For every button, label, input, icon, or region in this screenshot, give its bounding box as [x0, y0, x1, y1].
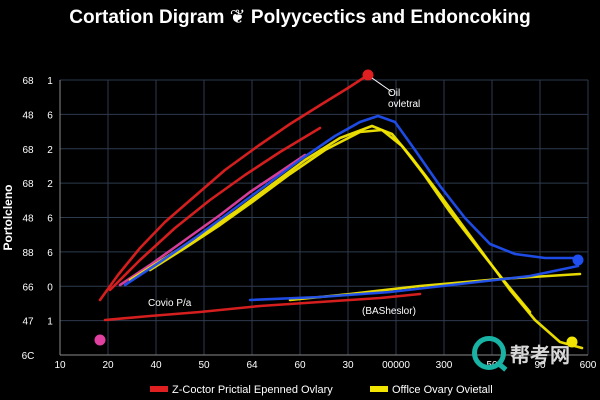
- x-tick-label: 60: [294, 360, 306, 371]
- x-tick-label: 90: [534, 360, 546, 371]
- legend-label-1: Offlce Ovary Ovietall: [392, 384, 493, 396]
- marker-layer: [94, 69, 584, 348]
- label-layer: Oil ovletral Covio P/a (BASheslor): [148, 77, 420, 317]
- grid-layer: [59, 79, 589, 356]
- y-tick-label-left: 66: [22, 282, 34, 293]
- x-tick-label: 10: [54, 360, 66, 371]
- y-tick-label-left: 47: [22, 317, 34, 328]
- y-tick-label-right: 2: [47, 179, 53, 190]
- series-line-8: [248, 264, 580, 302]
- x-tick-label: 40: [150, 360, 162, 371]
- y-tick-label-left: 48: [22, 110, 34, 121]
- series-line-5: [148, 128, 532, 314]
- y-tick-label-right: 6: [47, 214, 53, 225]
- y-tick-label-left: 68: [22, 145, 34, 156]
- y-tick-label-right: 0: [47, 282, 53, 293]
- y-tick-label-right: 2: [47, 145, 53, 156]
- y-tick-label-left: 68: [22, 179, 34, 190]
- series-layer: [98, 73, 584, 350]
- x-tick-label: 300: [436, 360, 453, 371]
- series-line-0: [98, 73, 370, 302]
- annotation-mid-label: Covio P/a: [148, 298, 192, 309]
- peak-leader-line: [371, 77, 393, 93]
- legend-layer: Z-Coctor Prictial Epenned Ovlary Offlce O…: [150, 384, 493, 396]
- data-marker-3: [94, 334, 106, 346]
- x-tick-label: 30: [342, 360, 354, 371]
- x-tick-label: 50: [198, 360, 210, 371]
- y-tick-label-left: 88: [22, 248, 34, 259]
- y-tick-label-left: 68: [22, 76, 34, 87]
- data-marker-2: [566, 336, 578, 348]
- annotation-line: Oil: [388, 88, 400, 99]
- series-line-1: [108, 126, 322, 292]
- legend-label-0: Z-Coctor Prictial Epenned Ovlary: [172, 384, 333, 396]
- watermark-logo-icon: [472, 336, 506, 370]
- annotation-line: ovletral: [388, 99, 420, 110]
- legend-swatch-0: [150, 386, 168, 392]
- annotation-base-label: (BASheslor): [362, 306, 416, 317]
- watermark-text: 帮考网: [510, 342, 570, 367]
- data-marker-1: [572, 254, 584, 266]
- y-tick-label-left: 48: [22, 214, 34, 225]
- x-tick-label: 600: [580, 360, 597, 371]
- series-line-2: [103, 292, 422, 322]
- y-tick-label-right: 6: [47, 248, 53, 259]
- data-marker-0: [362, 69, 374, 81]
- x-tick-label: 20: [102, 360, 114, 371]
- x-tick-label: 64: [246, 360, 258, 371]
- y-tick-label-right: 1: [47, 317, 53, 328]
- y-tick-label-left: 6C: [22, 351, 35, 362]
- legend-swatch-1: [370, 386, 388, 392]
- annotation-peak-label: Oil ovletral: [388, 88, 420, 110]
- watermark: 帮考网: [472, 336, 570, 370]
- y-tick-label-right: 1: [47, 76, 53, 87]
- annotation-line: Covio P/a: [148, 298, 192, 309]
- chart-title: Cortation Digram ❦ Polyycectics and Endo…: [69, 7, 531, 28]
- annotation-line: (BASheslor): [362, 306, 416, 317]
- series-line-3: [118, 153, 307, 287]
- y-axis-label: Portolcleno: [1, 184, 15, 250]
- x-tick-label: 00000: [382, 360, 410, 371]
- series-line-7: [123, 114, 580, 287]
- y-tick-label-right: 6: [47, 110, 53, 121]
